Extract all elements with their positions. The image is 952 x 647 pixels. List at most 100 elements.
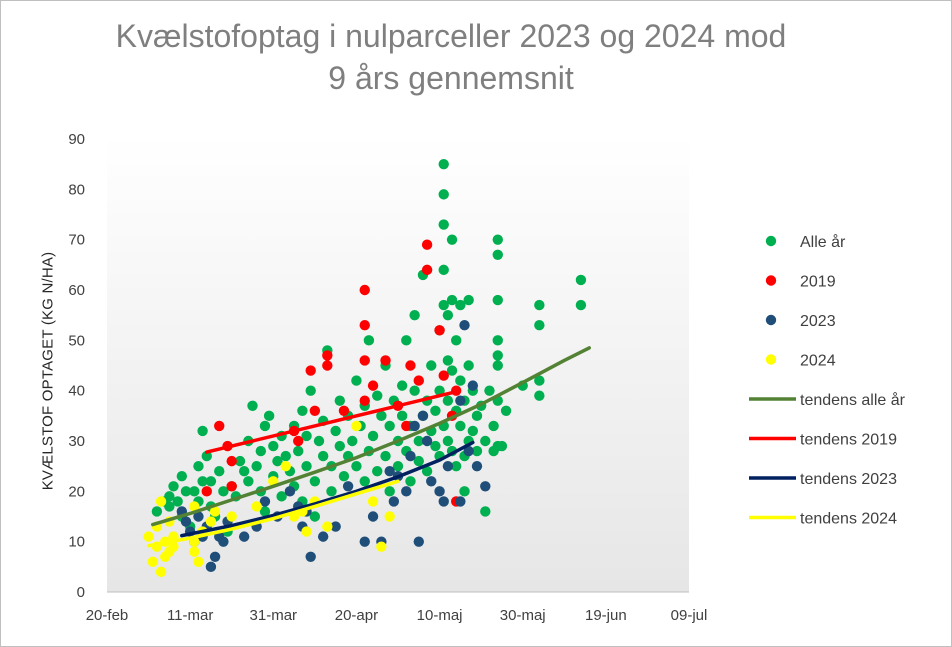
data-point <box>197 425 208 437</box>
data-point <box>459 320 470 331</box>
data-point <box>172 496 183 507</box>
chart-marks <box>143 158 591 578</box>
data-point <box>438 189 449 200</box>
data-point <box>193 511 204 522</box>
data-point <box>451 335 462 346</box>
data-point <box>434 385 445 396</box>
data-point <box>301 526 312 537</box>
x-tick-label: 19-jun <box>585 607 627 624</box>
data-point <box>534 320 545 331</box>
data-point <box>380 450 391 462</box>
data-point <box>442 395 454 406</box>
legend-marker <box>765 354 777 365</box>
legend-item: tendens 2023 <box>749 471 897 488</box>
legend-label: Alle år <box>800 233 846 251</box>
x-tick-label: 31-mar <box>250 607 298 624</box>
legend: Alle år 2019 2023 2024 tendens alle år tenden… <box>749 233 906 528</box>
data-point <box>243 476 254 487</box>
data-point <box>209 506 221 517</box>
data-point <box>193 460 204 472</box>
data-point <box>484 385 495 396</box>
data-point <box>164 491 175 502</box>
data-point <box>359 476 370 487</box>
data-point <box>492 234 503 245</box>
legend-label: tendens alle år <box>800 391 906 409</box>
data-point <box>451 460 462 472</box>
legend-label: tendens 2019 <box>800 432 897 449</box>
data-point <box>384 466 395 477</box>
data-point <box>305 551 316 562</box>
data-point <box>438 496 449 507</box>
data-point <box>376 541 387 552</box>
data-point <box>189 546 200 557</box>
data-point <box>218 536 229 547</box>
chart-title: Kvælstofoptag i nulparceller 2023 og 202… <box>41 15 861 99</box>
y-tick-label: 10 <box>68 534 85 551</box>
data-point <box>164 501 175 512</box>
data-point <box>534 375 545 386</box>
data-point <box>180 516 192 527</box>
data-point <box>426 360 437 371</box>
data-point <box>359 355 370 366</box>
x-tick-label: 20-feb <box>86 607 129 624</box>
y-tick-label: 70 <box>68 232 85 249</box>
data-point <box>359 395 370 406</box>
data-point <box>189 501 200 512</box>
x-tick-label: 30-maj <box>500 607 546 624</box>
data-point <box>384 486 395 497</box>
trendline-tendens-2019 <box>205 389 458 454</box>
data-point <box>442 355 454 366</box>
data-point <box>421 466 433 477</box>
data-point <box>238 466 250 477</box>
data-point <box>347 435 358 447</box>
x-tick-label: 09-jul <box>671 607 708 624</box>
data-point <box>168 481 179 492</box>
data-point <box>293 435 304 447</box>
data-point <box>463 445 474 457</box>
trendline-tendens-2024 <box>146 479 400 548</box>
data-point <box>409 385 420 396</box>
data-point <box>413 375 424 386</box>
x-tick-label: 20-apr <box>335 607 378 624</box>
data-point <box>421 435 433 447</box>
data-point <box>259 506 271 517</box>
data-point <box>372 466 383 477</box>
data-point <box>372 390 383 401</box>
data-point <box>380 355 391 366</box>
data-point <box>180 486 192 497</box>
legend-item: Alle år <box>765 233 846 251</box>
y-tick-label: 20 <box>68 483 85 500</box>
data-point <box>359 536 370 547</box>
data-point <box>409 420 420 432</box>
data-point <box>492 335 503 346</box>
data-point <box>430 405 441 416</box>
data-point <box>467 425 479 437</box>
data-point <box>500 405 512 416</box>
data-point <box>338 405 350 416</box>
data-point <box>459 486 470 497</box>
legend-label: 2023 <box>800 313 836 330</box>
y-tick-label: 40 <box>68 383 85 400</box>
data-point <box>263 410 275 422</box>
data-point <box>496 440 508 452</box>
series-2023 <box>176 320 491 573</box>
data-point <box>446 294 458 306</box>
data-point <box>438 370 449 381</box>
legend-label: 2019 <box>800 274 836 291</box>
data-point <box>442 460 454 472</box>
data-point <box>438 264 449 276</box>
data-point <box>367 496 379 507</box>
data-point <box>442 435 454 447</box>
data-point <box>471 445 483 457</box>
data-point <box>534 299 545 311</box>
data-point <box>413 435 424 447</box>
data-point <box>284 486 296 497</box>
data-point <box>330 521 341 532</box>
data-point <box>205 476 217 487</box>
data-point <box>388 496 400 507</box>
data-point <box>334 395 345 406</box>
data-point <box>168 541 179 552</box>
data-point <box>463 294 474 306</box>
data-point <box>309 511 321 522</box>
